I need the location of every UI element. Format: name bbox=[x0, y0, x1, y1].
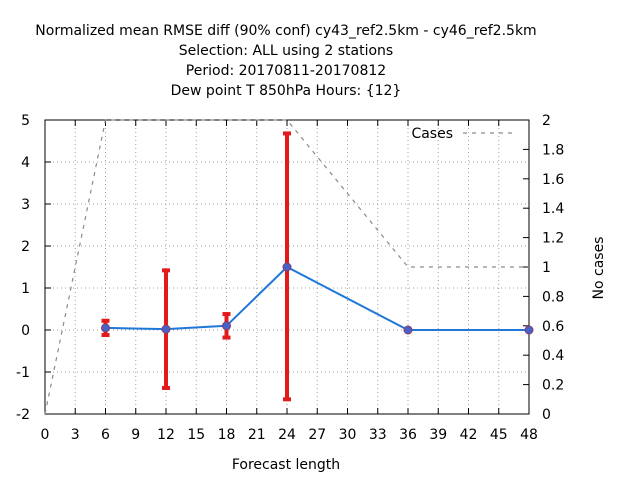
legend-label-cases: Cases bbox=[411, 126, 453, 142]
y2-tick-label-0.2: 0.2 bbox=[542, 378, 564, 394]
y2-tick-label-0.4: 0.4 bbox=[542, 348, 564, 364]
x-tick-label-36: 36 bbox=[399, 427, 417, 443]
x-tick-label-24: 24 bbox=[278, 427, 296, 443]
x-tick-label-42: 42 bbox=[460, 427, 478, 443]
x-tick-label-21: 21 bbox=[248, 427, 266, 443]
y-tick-label-1: 1 bbox=[21, 281, 30, 297]
y2-tick-label-0.6: 0.6 bbox=[542, 319, 564, 335]
y-tick-label-5: 5 bbox=[21, 113, 30, 129]
data-point-18 bbox=[222, 321, 231, 331]
x-tick-labels: 0 3 6 9 12 15 18 21 24 27 30 33 36 39 42 45 48 bbox=[41, 427, 538, 443]
title-line-4: Dew point T 850hPa Hours: {12} bbox=[171, 83, 402, 99]
x-tick-label-33: 33 bbox=[369, 427, 387, 443]
y2-tick-label-0.8: 0.8 bbox=[542, 289, 564, 305]
x-tick-label-15: 15 bbox=[187, 427, 205, 443]
y-tick-label-2: 2 bbox=[21, 239, 30, 255]
chart-title: Normalized mean RMSE diff (90% conf) cy4… bbox=[35, 23, 536, 99]
data-point-12 bbox=[161, 324, 171, 334]
y2-tick-labels: 0 0.2 0.4 0.6 0.8 1 1.2 1.4 1.6 1.8 2 bbox=[542, 113, 564, 423]
x-tick-label-45: 45 bbox=[490, 427, 508, 443]
y-tick-labels: -2 -1 0 1 2 3 4 5 bbox=[16, 113, 30, 423]
x-tick-label-30: 30 bbox=[339, 427, 357, 443]
legend: Cases bbox=[411, 126, 513, 142]
title-line-2: Selection: ALL using 2 stations bbox=[179, 43, 393, 59]
y2-tick-label-1.8: 1.8 bbox=[542, 142, 564, 158]
series-main bbox=[101, 131, 534, 402]
y2-axis-label: No cases bbox=[591, 237, 607, 300]
y2-tick-label-0: 0 bbox=[542, 407, 551, 423]
y2-tick-label-1.2: 1.2 bbox=[542, 231, 564, 247]
cases-line bbox=[44, 119, 529, 415]
data-point-36 bbox=[403, 325, 413, 335]
y2-tick-label-1.6: 1.6 bbox=[542, 172, 564, 188]
x-tick-label-12: 12 bbox=[157, 427, 175, 443]
y-tick-label-0: 0 bbox=[21, 323, 30, 339]
y-tick-label-3: 3 bbox=[21, 197, 30, 213]
x-tick-label-48: 48 bbox=[520, 427, 538, 443]
y2-tick-label-1.4: 1.4 bbox=[542, 201, 564, 217]
data-point-24 bbox=[282, 262, 292, 272]
y2-tick-label-1: 1 bbox=[542, 260, 551, 276]
x-tick-label-27: 27 bbox=[308, 427, 326, 443]
y-tick-label--1: -1 bbox=[16, 365, 30, 381]
x-tick-label-18: 18 bbox=[218, 427, 236, 443]
main-line bbox=[105, 265, 529, 331]
data-point-48 bbox=[524, 325, 534, 335]
y2-tick-label-2: 2 bbox=[542, 113, 551, 129]
title-line-3: Period: 20170811-20170812 bbox=[186, 63, 386, 79]
x-tick-label-9: 9 bbox=[131, 427, 140, 443]
y-tick-label-4: 4 bbox=[21, 155, 30, 171]
x-tick-label-6: 6 bbox=[101, 427, 110, 443]
x-tick-label-3: 3 bbox=[71, 427, 80, 443]
x-tick-label-0: 0 bbox=[41, 427, 50, 443]
x-axis-label: Forecast length bbox=[232, 457, 340, 473]
title-line-1: Normalized mean RMSE diff (90% conf) cy4… bbox=[35, 23, 536, 39]
y-tick-label--2: -2 bbox=[16, 407, 30, 423]
data-point-6 bbox=[101, 323, 110, 333]
x-tick-label-39: 39 bbox=[429, 427, 447, 443]
series-cases bbox=[44, 119, 529, 415]
